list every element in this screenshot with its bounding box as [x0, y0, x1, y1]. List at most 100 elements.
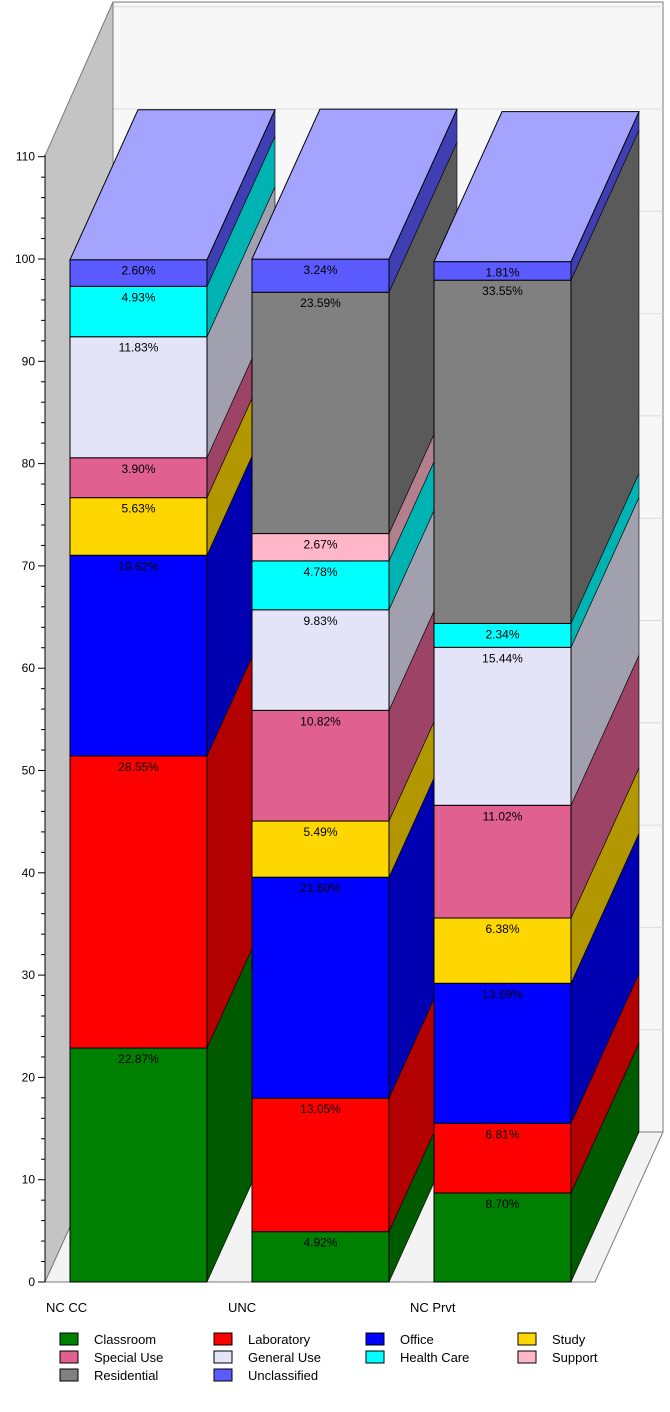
- bar-segment-unclassified: [69, 259, 208, 287]
- y-tick-label: 50: [22, 764, 36, 778]
- data-label: 4.93%: [121, 290, 155, 304]
- bar-segment-office: [433, 982, 572, 1124]
- y-tick-label: 70: [22, 559, 36, 573]
- legend-label: Support: [552, 1350, 598, 1365]
- legend-swatch: [517, 1332, 537, 1346]
- data-label: 2.60%: [121, 264, 155, 278]
- data-label: 2.67%: [303, 538, 337, 552]
- bar-stacks: 22.87% 28.55% 19.62% 5.63% 3.90% 11.83% 4.93% 2…: [69, 108, 640, 1283]
- legend-item-residential: Residential: [59, 1368, 158, 1383]
- legend-item-study: Study: [517, 1332, 586, 1347]
- legend-swatch: [517, 1350, 537, 1364]
- data-label: 6.38%: [485, 922, 519, 936]
- legend-item-health-care: Health Care: [365, 1350, 469, 1365]
- legend-swatch: [365, 1350, 385, 1364]
- data-label: 15.44%: [482, 651, 523, 665]
- category-labels: NC CC UNC NC Prvt: [46, 1300, 456, 1315]
- category-label: UNC: [228, 1300, 256, 1315]
- bar-segment-residential: [433, 279, 572, 624]
- legend-swatch: [59, 1350, 79, 1364]
- y-tick-label: 10: [22, 1173, 36, 1187]
- legend-item-special-use: Special Use: [59, 1350, 163, 1365]
- bar-segment-unclassified: [251, 258, 390, 293]
- legend-swatch: [213, 1332, 233, 1346]
- bar-segment-special-use: [433, 804, 572, 919]
- y-tick-label: 40: [22, 866, 36, 880]
- legend-label: Health Care: [400, 1350, 469, 1365]
- category-label: NC Prvt: [410, 1300, 456, 1315]
- bar-stack-unc: 4.92% 13.05% 21.60% 5.49% 10.82% 9.83% 4.78% 2.…: [251, 108, 458, 1283]
- data-label: 13.69%: [482, 987, 523, 1001]
- data-label: 22.87%: [118, 1052, 159, 1066]
- data-label: 4.92%: [303, 1236, 337, 1250]
- data-label: 10.82%: [300, 714, 341, 728]
- data-label: 5.63%: [121, 502, 155, 516]
- bar-segment-special-use: [251, 709, 390, 822]
- y-tick-label: 110: [16, 150, 35, 164]
- bar-segment-general-use: [433, 646, 572, 806]
- bar-segment-general-use: [69, 336, 208, 459]
- legend-swatch: [213, 1350, 233, 1364]
- y-tick-label: 30: [22, 968, 36, 982]
- data-label: 19.62%: [118, 559, 159, 573]
- bar-segment-laboratory: [69, 755, 208, 1049]
- y-tick-label: 90: [22, 354, 36, 368]
- bar-stack-nc-prvt: 8.70% 6.81% 13.69% 6.38% 11.02% 15.44% 2.34% 33…: [433, 111, 640, 1283]
- bar-segment-special-use: [69, 457, 208, 499]
- bar-segment-residential: [251, 291, 390, 535]
- data-label: 11.83%: [119, 341, 159, 355]
- bar-segment-health-care: [69, 285, 208, 338]
- legend-label: Residential: [94, 1368, 158, 1383]
- data-label: 4.78%: [303, 565, 337, 579]
- bar-segment-office: [251, 876, 390, 1099]
- data-label: 11.02%: [483, 809, 523, 823]
- legend: Classroom Laboratory Office Study Special Us…: [59, 1332, 598, 1383]
- legend-swatch: [59, 1368, 79, 1382]
- data-label: 9.83%: [303, 614, 337, 628]
- data-label: 1.81%: [485, 266, 519, 280]
- data-label: 8.70%: [485, 1197, 519, 1211]
- legend-item-classroom: Classroom: [59, 1332, 156, 1347]
- legend-label: General Use: [248, 1350, 321, 1365]
- legend-label: Unclassified: [248, 1368, 318, 1383]
- bar-segment-study: [69, 497, 208, 556]
- data-label: 13.05%: [300, 1102, 341, 1116]
- category-label: NC CC: [46, 1300, 87, 1315]
- data-label: 21.60%: [300, 881, 341, 895]
- bar-top-unclassified: [69, 109, 276, 261]
- legend-item-general-use: General Use: [213, 1350, 321, 1365]
- y-tick-label: 60: [22, 661, 36, 675]
- legend-label: Study: [552, 1332, 586, 1347]
- legend-item-laboratory: Laboratory: [213, 1332, 311, 1347]
- data-label: 2.34%: [485, 627, 519, 641]
- bar-segment-office: [69, 554, 208, 757]
- legend-item-unclassified: Unclassified: [213, 1368, 318, 1383]
- bar-segment-laboratory: [251, 1097, 390, 1233]
- y-tick-label: 100: [15, 252, 35, 266]
- legend-label: Laboratory: [248, 1332, 311, 1347]
- bar-segment-classroom: [69, 1047, 208, 1283]
- data-label: 33.55%: [482, 284, 523, 298]
- legend-swatch: [365, 1332, 385, 1346]
- data-label: 6.81%: [485, 1127, 519, 1141]
- bar-top-unclassified: [433, 111, 640, 263]
- bar-segment-classroom: [251, 1231, 390, 1283]
- legend-label: Special Use: [94, 1350, 163, 1365]
- legend-item-support: Support: [517, 1350, 598, 1365]
- bar-segment-laboratory: [433, 1122, 572, 1194]
- legend-swatch: [213, 1368, 233, 1382]
- y-tick-label: 80: [22, 457, 36, 471]
- bar-top-unclassified: [251, 108, 458, 260]
- data-label: 3.24%: [303, 263, 337, 277]
- data-label: 3.90%: [121, 462, 155, 476]
- data-label: 5.49%: [303, 825, 337, 839]
- y-tick-label: 0: [28, 1275, 35, 1289]
- y-axis: 0 10 20 30 40 50 60 70 80 90 100 110: [15, 150, 46, 1289]
- legend-item-office: Office: [365, 1332, 434, 1347]
- legend-label: Classroom: [94, 1332, 156, 1347]
- y-tick-label: 20: [22, 1070, 36, 1084]
- bar-stack-nc-cc: 22.87% 28.55% 19.62% 5.63% 3.90% 11.83% 4.93% 2…: [69, 109, 276, 1283]
- data-label: 23.59%: [300, 296, 341, 310]
